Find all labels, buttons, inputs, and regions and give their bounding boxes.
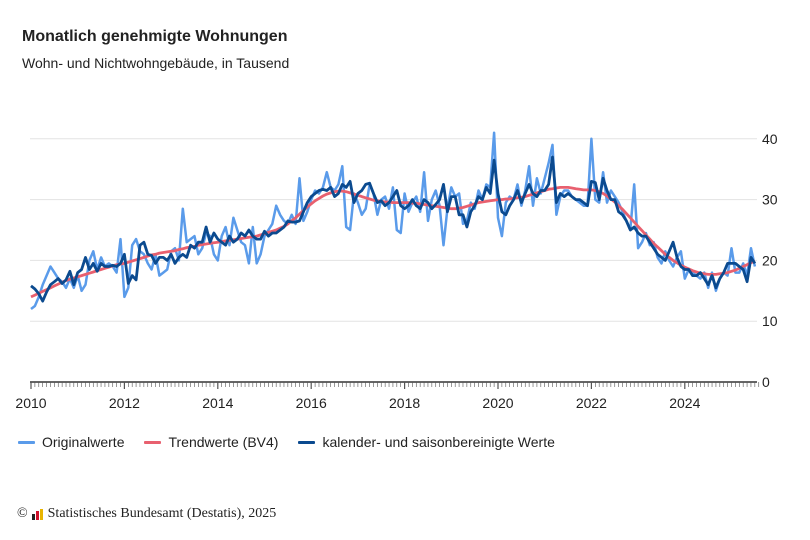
y-axis-labels: 0 10 20 30 40	[762, 131, 778, 390]
y-tick-label: 0	[762, 374, 770, 390]
series-line-originalwerte	[30, 131, 757, 310]
y-tick-label: 30	[762, 192, 778, 208]
legend: Originalwerte Trendwerte (BV4) kalender-…	[18, 434, 555, 450]
y-tick-label: 20	[762, 252, 778, 268]
legend-item-adjusted[interactable]: kalender- und saisonbereinigte Werte	[298, 434, 555, 450]
x-tick-label: 2022	[576, 395, 607, 411]
series-lines	[30, 131, 757, 310]
chart-title: Monatlich genehmigte Wohnungen	[22, 28, 288, 45]
copyright-symbol: ©	[17, 506, 28, 521]
legend-label: Trendwerte (BV4)	[168, 434, 279, 450]
source-text: Statistisches Bundesamt (Destatis), 2025	[47, 506, 277, 521]
x-tick-label: 2018	[389, 395, 420, 411]
legend-item-original[interactable]: Originalwerte	[18, 434, 124, 450]
series-line-trendwerte	[30, 186, 756, 299]
x-tick-label: 2016	[296, 395, 327, 411]
x-axis-labels: 2010 2012 2014 2016 2018 2020 2022 2024	[15, 395, 700, 411]
x-tick-label: 2014	[202, 395, 233, 411]
x-tick-label: 2024	[669, 395, 700, 411]
chart-subtitle: Wohn- und Nichtwohngebäude, in Tausend	[22, 55, 290, 71]
x-tick-label: 2020	[482, 395, 513, 411]
legend-label: kalender- und saisonbereinigte Werte	[322, 434, 555, 450]
y-tick-label: 10	[762, 313, 778, 329]
gridlines	[30, 138, 757, 322]
series-line-saisonbereinigt	[30, 155, 757, 303]
legend-swatch	[298, 440, 316, 444]
legend-item-trend[interactable]: Trendwerte (BV4)	[144, 434, 278, 450]
legend-swatch	[144, 440, 162, 444]
legend-swatch	[18, 440, 35, 444]
y-tick-label: 40	[762, 131, 778, 147]
x-axis	[30, 381, 760, 389]
source-footer: © Statistisches Bundesamt (Destatis), 20…	[17, 506, 276, 522]
x-tick-label: 2010	[15, 395, 46, 411]
x-tick-label: 2012	[109, 395, 140, 411]
destatis-logo-icon	[31, 508, 44, 520]
legend-label: Originalwerte	[42, 434, 125, 450]
